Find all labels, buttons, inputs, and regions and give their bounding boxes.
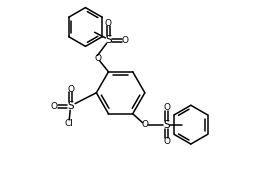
Text: O: O bbox=[105, 19, 112, 28]
Text: O: O bbox=[67, 85, 74, 94]
Text: O: O bbox=[141, 120, 148, 129]
Text: O: O bbox=[163, 103, 170, 112]
Text: S: S bbox=[105, 35, 112, 45]
Text: S: S bbox=[68, 101, 74, 111]
Text: O: O bbox=[51, 102, 58, 111]
Text: S: S bbox=[163, 120, 170, 130]
Text: O: O bbox=[163, 137, 170, 146]
Text: O: O bbox=[94, 54, 101, 63]
Text: O: O bbox=[122, 36, 128, 45]
Text: Cl: Cl bbox=[64, 119, 73, 128]
